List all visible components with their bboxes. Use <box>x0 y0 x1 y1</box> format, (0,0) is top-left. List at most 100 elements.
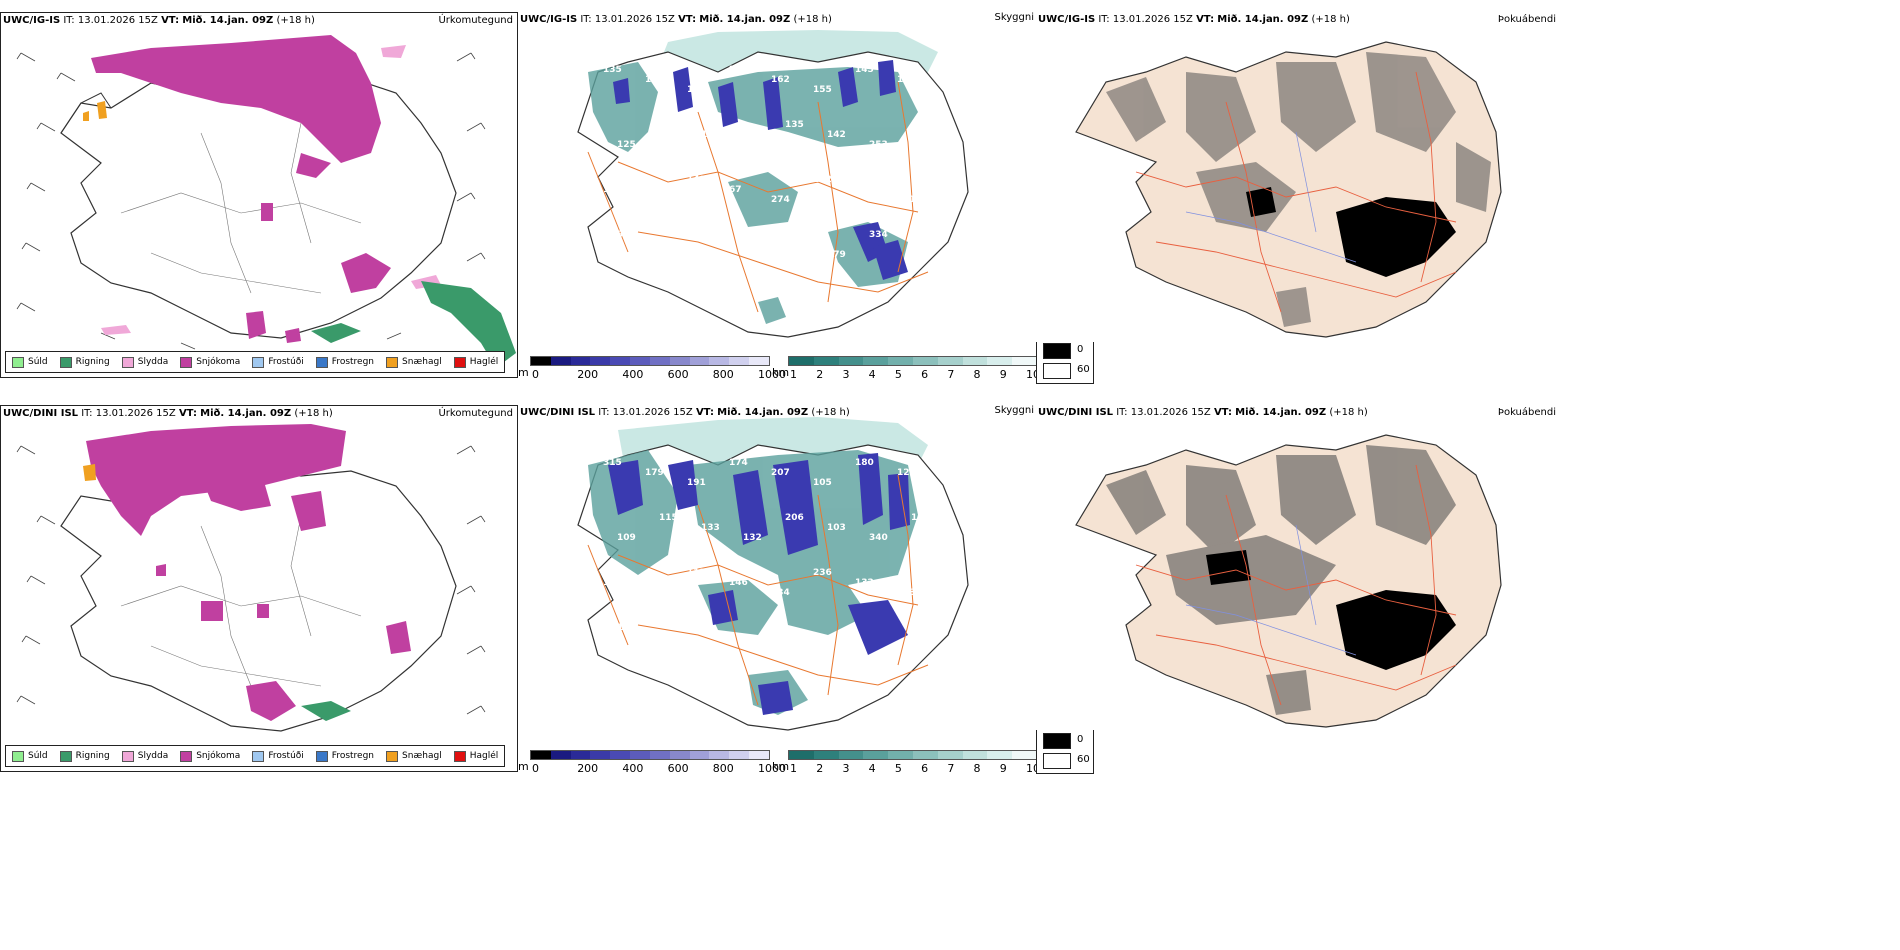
legend-item: Frostúði <box>252 356 304 368</box>
colorbar-tick-label: 1000 <box>758 762 786 772</box>
colorbar-cell <box>649 751 670 759</box>
visibility-value-label: 236 <box>813 568 832 578</box>
it-value: 13.01.2026 15Z <box>1112 14 1193 25</box>
fog-legend-white-label: 60 <box>1077 754 1090 765</box>
fog-legend: 0 60 <box>1036 728 1094 774</box>
legend-swatch <box>315 356 328 368</box>
it-value: 13.01.2026 15Z <box>612 407 693 418</box>
colorbar-cell <box>590 751 611 759</box>
visibility-value-label: 115 <box>659 513 678 523</box>
legend-item: Frostregn <box>315 750 375 762</box>
colorbar-tick-label: 600 <box>667 762 689 772</box>
colorbar-tick-label: 3 <box>842 762 850 772</box>
it-value: 13.01.2026 15Z <box>95 408 176 419</box>
visibility-value-label: 129 <box>897 468 916 478</box>
colorbar-cell <box>987 357 1013 365</box>
visibility-value-label: 207 <box>771 468 790 478</box>
fog-gray-areas <box>1106 52 1491 327</box>
visibility-value-label: 100 <box>701 130 720 140</box>
colorbar-cell <box>863 751 889 759</box>
legend-label: Frostregn <box>331 751 375 761</box>
rivers <box>1185 131 1357 263</box>
rain-areas <box>301 701 351 721</box>
visibility-map: 315 179 191 174 207 105 180 129 109 115 133 132 206 1… <box>577 417 969 731</box>
visibility-unit: km <box>772 760 790 772</box>
roads <box>1135 464 1457 706</box>
colorbar-cell <box>838 357 864 365</box>
colorbar-cell <box>649 357 670 365</box>
roads <box>1135 71 1457 313</box>
it-label: IT: <box>1098 14 1110 25</box>
legend-label: Frostúði <box>268 357 304 367</box>
colorbar-tick-label: 2 <box>816 368 824 378</box>
colorbar-tick-label: 8 <box>973 762 981 772</box>
colorbar-tick-label: 8 <box>973 368 981 378</box>
legend-label: Rigning <box>75 357 110 367</box>
panel-title: Úrkomutegund <box>438 15 513 26</box>
colorbar-cell <box>962 357 988 365</box>
colorbar-cell <box>987 751 1013 759</box>
colorbar-cell <box>689 357 710 365</box>
colorbar-tick-label: 400 <box>622 368 644 378</box>
legend-item: Slydda <box>121 356 168 368</box>
legend-swatch <box>386 356 399 368</box>
visibility-value-label: 102 <box>911 513 930 523</box>
legend-swatch <box>180 750 193 762</box>
legend-swatch <box>121 750 134 762</box>
visibility-value-label: 121 <box>603 578 622 588</box>
vt-label: VT: <box>678 14 697 25</box>
fog-panel-row2: UWC/DINI ISL IT: 13.01.2026 15Z VT: Mið.… <box>1036 405 1560 730</box>
panel-header: UWC/DINI ISL IT: 13.01.2026 15Z VT: Mið.… <box>3 408 333 419</box>
visibility-value-label: 191 <box>687 478 706 488</box>
colorbar-cell <box>709 357 730 365</box>
colorbar-cell <box>863 357 889 365</box>
fog-black-area <box>1206 550 1251 585</box>
height-color-scale <box>530 750 770 760</box>
colorbar-tick-label: 200 <box>577 762 599 772</box>
visibility-value-label: 179 <box>827 250 846 260</box>
colorbar-cell <box>550 357 571 365</box>
fog-legend: 0 60 <box>1036 338 1094 384</box>
height-color-scale <box>530 356 770 366</box>
roads <box>587 474 929 706</box>
fog-legend-black <box>1043 733 1071 749</box>
colorbar-tick-label: 1 <box>790 368 797 378</box>
visibility-value-label: 67 <box>729 185 742 195</box>
colorbar-cell <box>590 357 611 365</box>
legend-label: Súld <box>28 751 48 761</box>
legend-item: Snæhagl <box>386 750 442 762</box>
legend-label: Slydda <box>137 751 169 761</box>
colorbar-tick-label: 4 <box>868 762 876 772</box>
wind-barbs <box>16 445 486 715</box>
precip-map <box>16 35 516 368</box>
vt-label: VT: <box>161 15 180 26</box>
precip-map <box>16 424 486 732</box>
precip-legend: Súld Rigning Slydda Snjókoma Frostúði Fr… <box>5 351 506 373</box>
it-label: IT: <box>580 14 592 25</box>
colorbar-cell <box>937 357 963 365</box>
panel-header: UWC/IG-IS IT: 13.01.2026 15Z VT: Mið. 14… <box>3 15 315 26</box>
legend-swatch <box>386 750 399 762</box>
colorbar-cell <box>789 751 814 759</box>
visibility-value-label: 131 <box>785 240 804 250</box>
legend-swatch <box>59 750 72 762</box>
visibility-value-label: 25 <box>603 305 616 315</box>
vt-value: Mið. 14.jan. 09Z <box>699 14 791 25</box>
vt-label: VT: <box>178 408 197 419</box>
colorbar-cell <box>937 751 963 759</box>
colorbar-cell <box>749 357 769 365</box>
snow-pellet-areas <box>83 101 107 121</box>
visibility-value-label: 90 <box>659 633 672 643</box>
height-colorbar: m 0 200 400 600 800 1000 km 1 2 3 4 5 6 7 8 9 10 <box>518 750 1036 772</box>
visibility-value-label: 105 <box>813 478 832 488</box>
visibility-value-label: 292 <box>813 175 832 185</box>
legend-item: Slydda <box>121 750 169 762</box>
colorbar-tick-label: 7 <box>947 762 955 772</box>
legend-label: Frostregn <box>331 357 375 367</box>
colorbar-tick-label: 600 <box>667 368 689 378</box>
legend-label: Frostúði <box>268 751 304 761</box>
colorbar-cell <box>888 357 913 365</box>
model-name: UWC/IG-IS <box>3 15 61 26</box>
legend-swatch <box>453 356 466 368</box>
fog-black-area <box>1246 187 1276 217</box>
